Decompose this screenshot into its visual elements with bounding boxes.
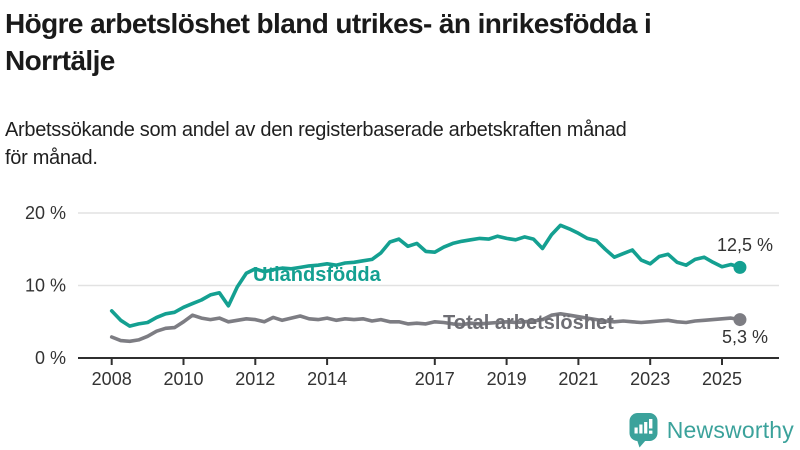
x-tick-label-2014: 2014 [307, 369, 347, 389]
x-tick-label-2010: 2010 [163, 369, 203, 389]
chart-subtitle-line-1: Arbetssökande som andel av den registerb… [5, 119, 627, 141]
x-tick-label-2021: 2021 [558, 369, 598, 389]
x-tick-label-2023: 2023 [630, 369, 670, 389]
x-tick-label-2012: 2012 [235, 369, 275, 389]
brand-name: Newsworthy [666, 416, 794, 443]
series-end-value-utlandsfodda: 12,5 % [717, 235, 773, 255]
x-tick-label-2017: 2017 [415, 369, 455, 389]
series-end-dot-utlandsfodda [733, 260, 747, 274]
x-tick-label-2025: 2025 [702, 369, 742, 389]
page-title-line-2: Norrtälje [5, 45, 115, 76]
y-tick-label-10: 10 % [25, 276, 66, 296]
brand-footer: Newsworthy [629, 412, 794, 448]
y-tick-label-20: 20 % [25, 203, 66, 223]
chart-header: Högre arbetslöshet bland utrikes- än inr… [5, 5, 796, 79]
line-chart: 20 % 10 % 0 % 2008 2010 2012 2014 2017 2019 2021 2… [25, 203, 779, 389]
x-tick-label-2008: 2008 [92, 369, 132, 389]
series-end-dot-total [733, 313, 747, 327]
chart-subtitle-line-2: för månad. [5, 147, 98, 169]
x-tick-label-2019: 2019 [487, 369, 527, 389]
series-label-utlandsfodda: Utlandsfödda [253, 264, 382, 286]
series-line-total [109, 312, 742, 344]
page-title-line-1: Högre arbetslöshet bland utrikes- än inr… [5, 8, 652, 39]
y-tick-label-0: 0 % [35, 348, 66, 368]
series-line-utlandsfodda [109, 223, 742, 328]
chart-subtitle: Arbetssökande som andel av den registerb… [5, 116, 796, 172]
series-label-total: Total arbetslöshet [443, 312, 614, 334]
newsworthy-logo-icon [629, 413, 658, 448]
series-end-value-total: 5,3 % [722, 327, 768, 347]
